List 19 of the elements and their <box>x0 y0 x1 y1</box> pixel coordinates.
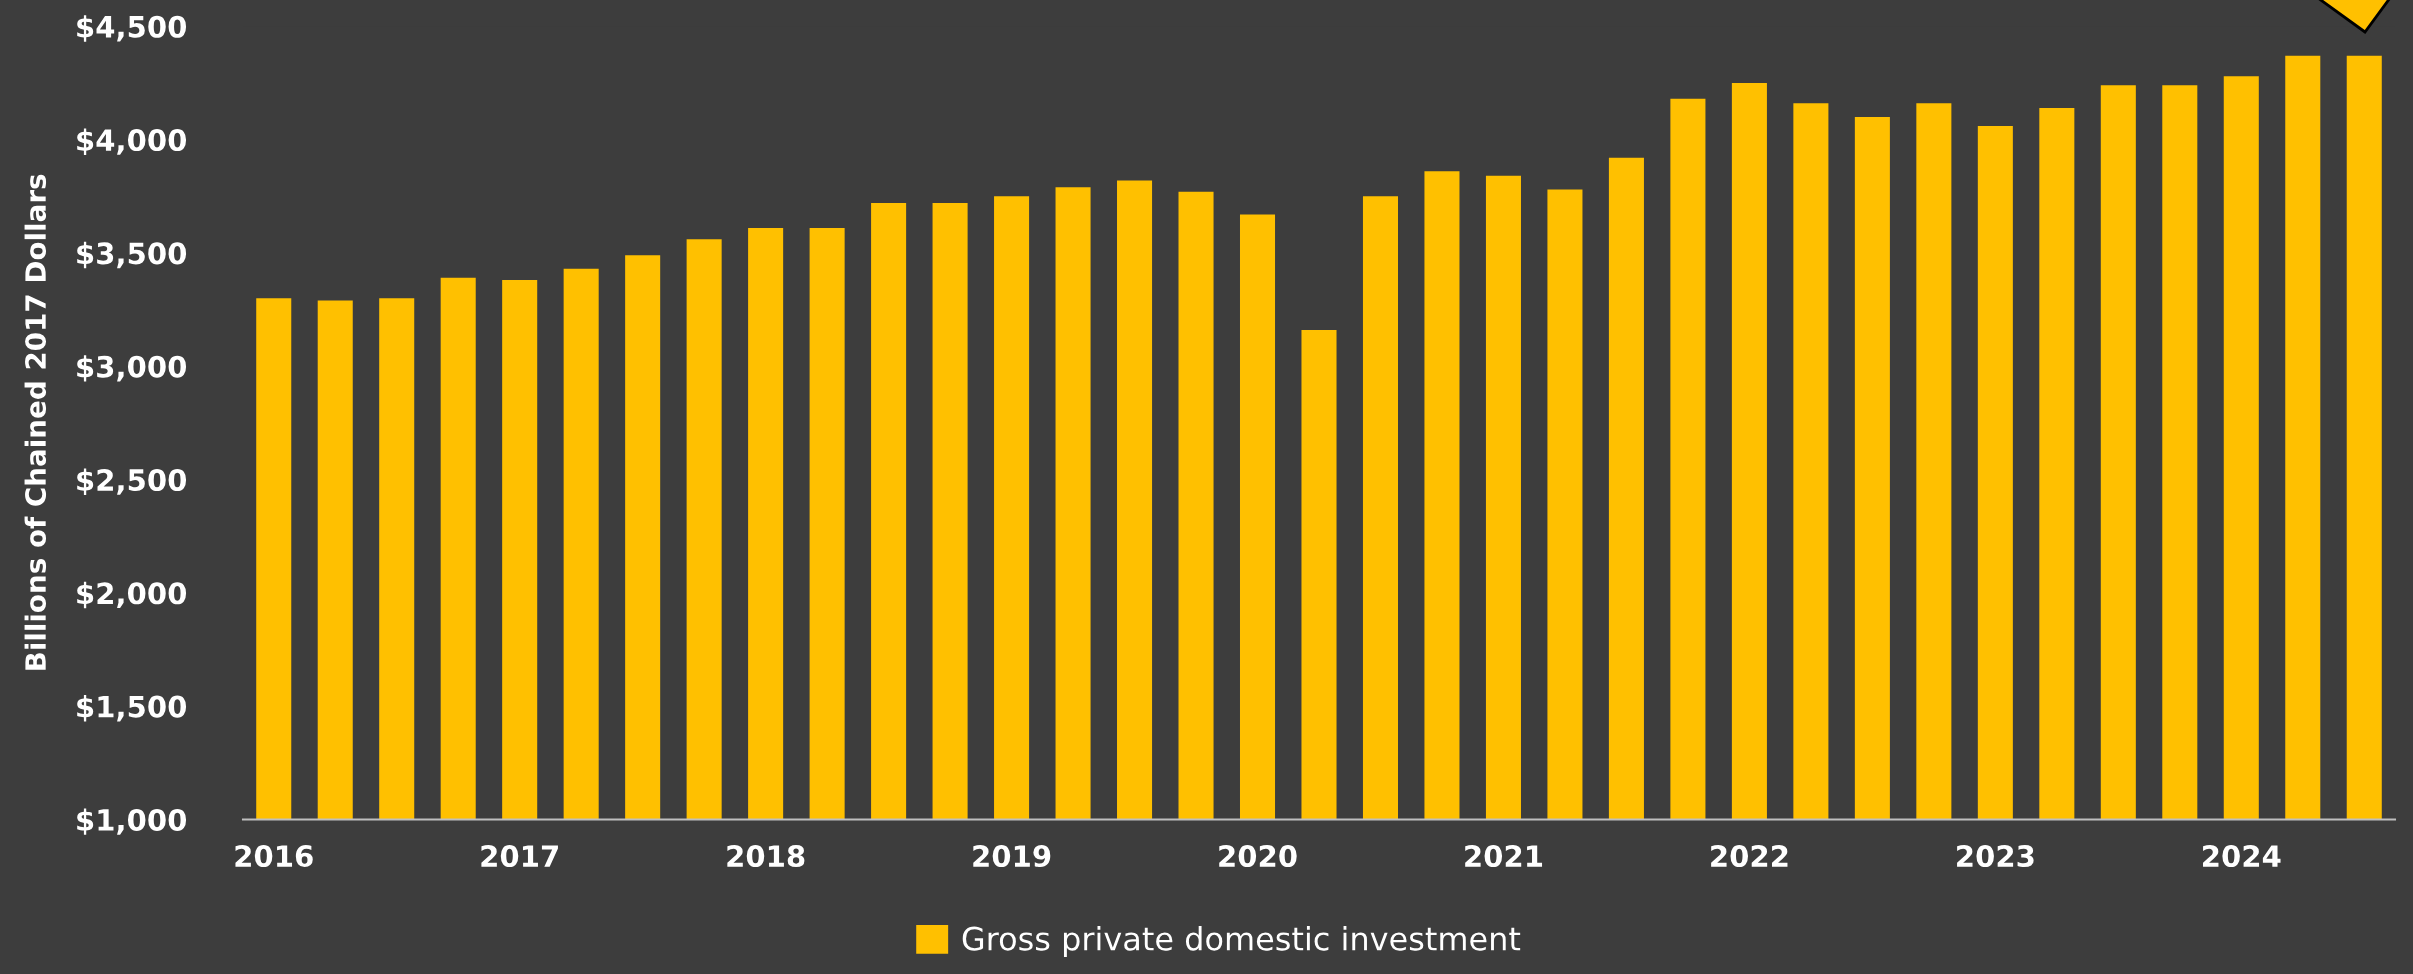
y-tick-label: $1,500 <box>77 695 187 722</box>
x-tick-label: 2023 <box>1957 845 2034 868</box>
y-tick-label: $3,000 <box>77 355 187 382</box>
x-tick-label: 2017 <box>481 845 558 868</box>
y-tick-label: $2,000 <box>77 581 187 609</box>
x-tick-label: 2020 <box>1219 845 1297 868</box>
x-tick-label: 2021 <box>1465 845 1543 868</box>
x-tick-label: 2016 <box>235 845 313 868</box>
y-tick-label: $1,000 <box>77 808 187 835</box>
y-tick-label: $4,000 <box>77 128 187 155</box>
legend-label: Gross private domestic investment <box>962 926 1521 957</box>
y-tick-label: $4,500 <box>77 15 187 42</box>
x-tick-label: 2022 <box>1711 845 1788 868</box>
x-tick-label: 2019 <box>973 845 1051 868</box>
y-tick-label: $2,500 <box>77 468 187 495</box>
y-axis-title: Billions of Chained 2017 Dollars <box>24 174 47 670</box>
y-tick-label: $3,500 <box>77 241 187 269</box>
x-tick-label: 2018 <box>727 845 805 868</box>
x-tick-label: 2024 <box>2203 845 2281 868</box>
